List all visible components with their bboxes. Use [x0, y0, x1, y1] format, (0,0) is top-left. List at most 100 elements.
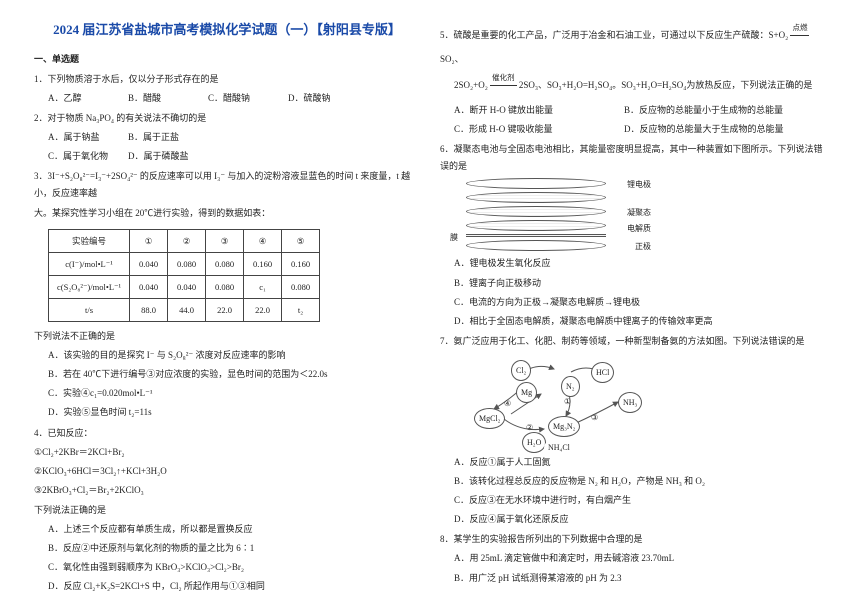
q6-c: C．电流的方向为正极→凝聚态电解质→锂电极: [454, 294, 826, 311]
q1-c: C．醋酸钠: [208, 90, 268, 107]
q7-c: C．反应③在无水环境中进行时，有白烟产生: [454, 492, 826, 509]
q1: 1．下列物质溶于水后，仅以分子形式存在的是: [34, 71, 420, 88]
step-1: ①: [564, 394, 571, 409]
q4c: 下列说法正确的是: [34, 502, 420, 519]
cell: 0.080: [206, 275, 244, 298]
q1-options: A．乙醇 B．醋酸 C．醋酸钠 D．硫酸钠: [34, 90, 420, 107]
cell: t₂: [282, 298, 320, 321]
cell: 22.0: [244, 298, 282, 321]
q5-d: D．反应物的总能量大于生成物的总能量: [624, 121, 784, 138]
electrolyte-layer: [466, 220, 606, 231]
q2: 2．对于物质 Na₃PO₄ 的有关说法不确切的是: [34, 110, 420, 127]
cell: ⑤: [282, 229, 320, 252]
cell: 0.160: [244, 252, 282, 275]
right-column: 5．硫酸是重要的化工产品，广泛用于冶金和石油工业，可通过以下反应生产硫酸：S+O…: [430, 18, 836, 600]
table-row: 实验编号 ① ② ③ ④ ⑤: [49, 229, 320, 252]
q5b2: 2SO₃、SO₃+H₂O=H₂SO₄。SO₃+H₂O=H₂SO₄为放热反应，下列…: [519, 79, 813, 89]
q5-line1: 5．硫酸是重要的化工产品，广泛用于冶金和石油工业，可通过以下反应生产硫酸：S+O…: [440, 21, 826, 68]
cell: 44.0: [168, 298, 206, 321]
q7-b: B．该转化过程总反应的反应物是 N₂ 和 H₂O，产物是 NH₃ 和 O₂: [454, 473, 826, 490]
cell: c(S₂O₈²⁻)/mol•L⁻¹: [49, 275, 130, 298]
q4: 4．已知反应：: [34, 425, 420, 442]
battery-diagram: 锂电极 凝聚态 电解质 膜 正极: [466, 178, 606, 251]
q5-line2: 2SO₂+O₂ 催化剂 2SO₃、SO₃+H₂O=H₂SO₄。SO₃+H₂O=H…: [440, 71, 826, 101]
q5-c: C．形成 H-O 键吸收能量: [454, 121, 604, 138]
q4-c: C．氧化性由强到弱顺序为 KBrO₃>KClO₃>Cl₂>Br₂: [48, 559, 420, 576]
q7: 7．氨广泛应用于化工、化肥、制药等领域，一种新型制备氨的方法如图。下列说法错误的…: [440, 333, 826, 350]
q1-b: B．醋酸: [128, 90, 188, 107]
q2-b: B．属于正盐: [128, 129, 188, 146]
section-a: 一、单选题: [34, 51, 420, 68]
cell: c(I⁻)/mol•L⁻¹: [49, 252, 130, 275]
q4-eq1: ①Cl₂+2KBr＝2KCl+Br₂: [34, 444, 420, 461]
q3b: 大。某探究性学习小组在 20℃进行实验，得到的数据如表：: [34, 205, 420, 222]
q4-eq3: ③2KBrO₃+Cl₂＝Br₂+2KClO₃: [34, 482, 420, 499]
cell: ①: [130, 229, 168, 252]
q4-equations: ①Cl₂+2KBr＝2KCl+Br₂ ②KClO₃+6HCl＝3Cl₂↑+KCl…: [34, 444, 420, 499]
cell: 0.080: [168, 252, 206, 275]
step-2: ②: [526, 420, 533, 435]
cell: 0.040: [130, 252, 168, 275]
cell: 88.0: [130, 298, 168, 321]
q1-a: A．乙醇: [48, 90, 108, 107]
q6-options: A．锂电极发生氧化反应 B．锂离子向正极移动 C．电流的方向为正极→凝聚态电解质…: [440, 255, 826, 329]
reaction-arrow-icon: 催化剂: [490, 71, 517, 101]
q5a2: SO₂、: [440, 54, 464, 64]
cell: c₁: [244, 275, 282, 298]
table-row: t/s 88.0 44.0 22.0 22.0 t₂: [49, 298, 320, 321]
q6-d: D．相比于全固态电解质，凝聚态电解质中锂离子的传输效率更高: [454, 313, 826, 330]
step-4: ④: [504, 396, 511, 411]
cell: t/s: [49, 298, 130, 321]
cell: ②: [168, 229, 206, 252]
cell: 22.0: [206, 298, 244, 321]
membrane: 膜: [466, 234, 606, 237]
q8: 8．某学生的实验报告所列出的下列数据中合理的是: [440, 531, 826, 548]
q3-b: B．若在 40℃下进行编号③对应浓度的实验，显色时间的范围为＜22.0s: [48, 366, 420, 383]
paper-title: 2024 届江苏省盐城市高考模拟化学试题（一）【射阳县专版】: [34, 18, 420, 43]
q5-a: A．断开 H-O 键放出能量: [454, 102, 604, 119]
cell: 0.040: [168, 275, 206, 298]
cell: 0.160: [282, 252, 320, 275]
table-row: c(I⁻)/mol•L⁻¹ 0.040 0.080 0.080 0.160 0.…: [49, 252, 320, 275]
q4-d: D．反应 Cl₂+K₂S=2KCl+S 中，Cl₂ 所起作用与①③相同: [48, 578, 420, 595]
q5-options-1: A．断开 H-O 键放出能量 B．反应物的总能量小于生成物的总能量: [440, 102, 826, 119]
cell: 0.080: [206, 252, 244, 275]
q6-a: A．锂电极发生氧化反应: [454, 255, 826, 272]
q4-b: B．反应②中还原剂与氧化剂的物质的量之比为 6∶1: [48, 540, 420, 557]
q4-eq2: ②KClO₃+6HCl＝3Cl₂↑+KCl+3H₂O: [34, 463, 420, 480]
cell: ④: [244, 229, 282, 252]
step-3: ③: [591, 410, 598, 425]
q3-c: C．实验④c₁=0.020mol•L⁻¹: [48, 385, 420, 402]
q8-a: A．用 25mL 滴定管做中和滴定时，用去碱溶液 23.70mL: [454, 550, 826, 567]
q2-options-2: C．属于氧化物 D．属于磷酸盐: [34, 148, 420, 165]
data-table: 实验编号 ① ② ③ ④ ⑤ c(I⁻)/mol•L⁻¹ 0.040 0.080…: [48, 229, 320, 323]
li-electrode: 锂电极: [466, 178, 606, 189]
q8-b: B．用广泛 pH 试纸测得某溶液的 pH 为 2.3: [454, 570, 826, 587]
reaction-arrow-icon: 点燃: [790, 21, 809, 51]
q4-options: A．上述三个反应都有单质生成，所以都是置换反应 B．反应②中还原剂与氧化剂的物质…: [34, 521, 420, 595]
q8-options: A．用 25mL 滴定管做中和滴定时，用去碱溶液 23.70mL B．用广泛 p…: [440, 550, 826, 586]
q3a: 3．3I⁻+S₂O₈²⁻=I₃⁻+2SO₄²⁻ 的反应速率可以用 I₃⁻ 与加入…: [34, 168, 420, 202]
q2-options-1: A．属于钠盐 B．属于正盐: [34, 129, 420, 146]
q2-a: A．属于钠盐: [48, 129, 108, 146]
q3-d: D．实验⑤显色时间 t₂=11s: [48, 404, 420, 421]
q3c: 下列说法不正确的是: [34, 328, 420, 345]
cell: 0.040: [130, 275, 168, 298]
q7-d: D．反应④属于氧化还原反应: [454, 511, 826, 528]
q5-options-2: C．形成 H-O 键吸收能量 D．反应物的总能量大于生成物的总能量: [440, 121, 826, 138]
q7-options: A．反应①属于人工固氮 B．该转化过程总反应的反应物是 N₂ 和 H₂O，产物是…: [440, 454, 826, 528]
q5a: 5．硫酸是重要的化工产品，广泛用于冶金和石油工业，可通过以下反应生产硫酸：S+O…: [440, 30, 788, 40]
ammonia-cycle-diagram: Cl₂ HCl Mg N₂ MgCl₂ Mg₃N₂ H₂O NH₄Cl NH₃ …: [466, 354, 646, 450]
cell: ③: [206, 229, 244, 252]
left-column: 2024 届江苏省盐城市高考模拟化学试题（一）【射阳县专版】 一、单选题 1．下…: [24, 18, 430, 600]
q4-a: A．上述三个反应都有单质生成，所以都是置换反应: [48, 521, 420, 538]
cathode: 正极: [466, 240, 606, 251]
q2-d: D．属于磷酸盐: [128, 148, 189, 165]
q5-b: B．反应物的总能量小于生成物的总能量: [624, 102, 783, 119]
cell: 实验编号: [49, 229, 130, 252]
electrolyte-layer: [466, 192, 606, 203]
q3-options: A．该实验的目的是探究 I⁻ 与 S₂O₈²⁻ 浓度对反应速率的影响 B．若在 …: [34, 347, 420, 421]
electrolyte-layer: 凝聚态 电解质: [466, 206, 606, 217]
q3-a: A．该实验的目的是探究 I⁻ 与 S₂O₈²⁻ 浓度对反应速率的影响: [48, 347, 420, 364]
cell: 0.080: [282, 275, 320, 298]
